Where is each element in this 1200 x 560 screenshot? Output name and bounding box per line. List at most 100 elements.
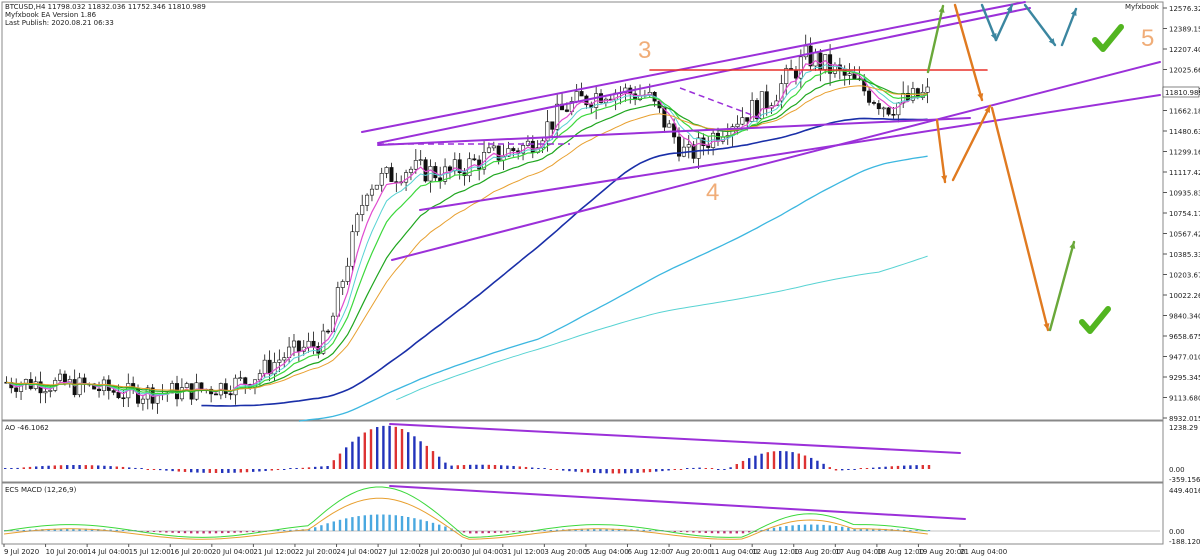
macd-bar	[283, 530, 286, 531]
arrow-orange-up-1-head	[984, 106, 990, 113]
ao-bar	[655, 469, 658, 472]
macd-bar	[512, 531, 515, 533]
macd-layer	[3, 486, 1160, 540]
macd-bar	[382, 514, 385, 531]
macd-bar	[221, 531, 224, 534]
macd-tick-label: 0.00	[1169, 528, 1185, 536]
macd-bar	[394, 515, 397, 531]
time-tick-label: 21 Jul 12:00	[253, 548, 295, 556]
ao-bar	[369, 429, 373, 469]
macd-bar	[555, 529, 559, 531]
arrow-orange-down-1-head	[977, 93, 984, 100]
arrow-green-up-2-head	[1069, 242, 1076, 249]
macd-bar	[425, 521, 428, 531]
macd-bar	[475, 531, 478, 534]
ao-bar	[574, 469, 577, 472]
candle-body	[925, 86, 930, 93]
ao-label: AO -46.1062	[5, 424, 49, 432]
macd-bar	[605, 528, 608, 531]
check-icon-bottom	[1079, 306, 1111, 334]
ao-bar	[766, 452, 769, 469]
arrow-teal-4-head	[1070, 9, 1077, 16]
candle-body	[876, 103, 881, 110]
macd-bar	[642, 529, 645, 531]
ao-bar	[915, 465, 918, 469]
price-tick-label: 9840.340	[1169, 313, 1200, 321]
ao-bar	[828, 467, 831, 469]
arrow-teal-4	[1060, 7, 1078, 47]
ao-bar	[785, 451, 788, 469]
ao-bar	[208, 469, 211, 473]
macd-panel-frame	[1, 482, 1164, 545]
candle-body	[506, 148, 511, 157]
time-tick-label: 28 Jul 20:00	[420, 548, 462, 556]
candle-body	[754, 100, 759, 120]
wave-3-label: 3	[638, 37, 651, 64]
dashed-trend-line	[679, 87, 761, 119]
ao-bar	[611, 469, 614, 474]
macd-bar	[444, 526, 447, 531]
macd-bar	[109, 529, 112, 531]
candle-body	[277, 359, 282, 363]
macd-bar	[785, 526, 788, 531]
ao-bar	[549, 469, 552, 470]
ao-bar	[72, 465, 75, 469]
price-tick-label: 12025.668	[1169, 67, 1200, 75]
ao-bar	[772, 451, 776, 469]
ao-bar	[648, 469, 652, 473]
ao-bar	[245, 469, 249, 473]
macd-bar	[121, 530, 125, 531]
candle-body	[111, 390, 116, 393]
macd-bar	[345, 518, 348, 531]
time-tick-label: 19 Aug 20:00	[918, 548, 965, 556]
time-tick-label: 7 Aug 20:00	[669, 548, 712, 556]
macd-bar	[59, 528, 63, 531]
ao-bar	[363, 432, 366, 469]
ao-bar	[35, 466, 38, 469]
time-tick-label: 3 Aug 20:00	[544, 548, 587, 556]
ema-slow-line	[6, 78, 928, 393]
candle-body	[793, 69, 798, 79]
arrow-teal-1-head	[990, 33, 997, 40]
candle-body	[735, 123, 740, 127]
macd-bar	[698, 531, 701, 533]
ao-bar	[865, 468, 869, 469]
macd-bar	[177, 531, 180, 534]
ao-bar	[704, 468, 707, 469]
candle-body	[404, 172, 409, 183]
time-tick-label: 6 Aug 12:00	[627, 548, 670, 556]
ao-bar	[921, 465, 924, 469]
macd-bar	[909, 529, 912, 531]
ao-bar	[413, 436, 416, 469]
ao-bar	[487, 464, 490, 469]
ao-bar	[735, 464, 738, 469]
ao-bar	[289, 468, 292, 469]
time-tick-label: 5 Aug 04:00	[586, 548, 629, 556]
last-publish: Last Publish: 2020.08.21 06:33	[5, 19, 114, 27]
arrow-teal-3-head	[1048, 38, 1055, 45]
brand-label: Myfxbook	[1125, 3, 1160, 11]
ao-bar	[214, 469, 218, 473]
macd-bar	[927, 530, 931, 531]
macd-bar	[227, 531, 230, 533]
candle-body	[306, 340, 311, 348]
time-tick-label: 15 Jul 12:00	[129, 548, 171, 556]
candle-body	[326, 330, 331, 333]
ao-bar	[748, 458, 751, 469]
ao-bar	[555, 469, 559, 470]
macd-bar	[506, 531, 509, 533]
ao-bar	[115, 466, 118, 469]
macd-bar	[469, 531, 472, 534]
macd-bar	[791, 525, 794, 531]
ao-bar	[568, 469, 571, 472]
macd-bar	[369, 514, 373, 531]
price-tick-label: 12576.325	[1169, 5, 1200, 13]
macd-bar	[549, 530, 552, 531]
candle-body	[77, 377, 82, 396]
macd-bar	[493, 531, 497, 533]
macd-bar	[735, 531, 738, 534]
ao-bar	[822, 463, 825, 469]
ao-bar	[400, 429, 404, 469]
